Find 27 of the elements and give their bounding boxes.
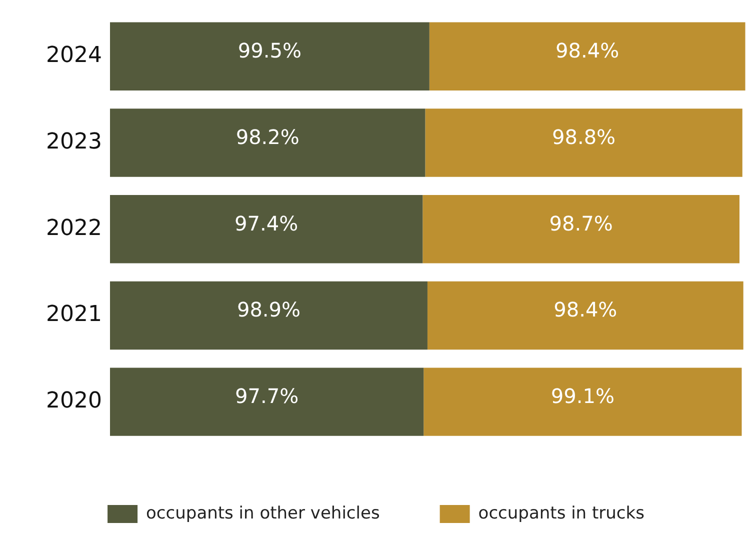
data-label: 98.7% (549, 211, 613, 236)
data-label: 98.4% (554, 298, 618, 322)
bar (110, 281, 428, 350)
data-label: 97.4% (234, 211, 298, 236)
bar (422, 194, 740, 264)
data-label: 97.7% (235, 384, 299, 408)
bar (429, 22, 746, 90)
data-label: 98.2% (236, 124, 300, 149)
y-tick-label: 2021 (46, 302, 102, 328)
data-label: 99.1% (550, 384, 614, 408)
data-label: 98.8% (552, 124, 616, 149)
y-tick-label: 2023 (46, 129, 102, 154)
y-tick-label: 2024 (46, 43, 102, 68)
bar (425, 108, 742, 177)
bar (110, 108, 426, 177)
y-tick-label: 2020 (46, 388, 102, 414)
data-label: 99.5% (238, 38, 302, 63)
data-label: 98.9% (236, 298, 301, 322)
legend-label: occupants in other vehicles (146, 503, 380, 524)
bar (110, 22, 430, 90)
bar (424, 368, 742, 436)
y-tick-label: 2022 (46, 216, 102, 241)
bar (427, 281, 744, 350)
legend-label: occupants in trucks (478, 503, 645, 524)
bar (110, 194, 423, 264)
data-label: 98.4% (556, 38, 620, 63)
bar (110, 368, 424, 436)
